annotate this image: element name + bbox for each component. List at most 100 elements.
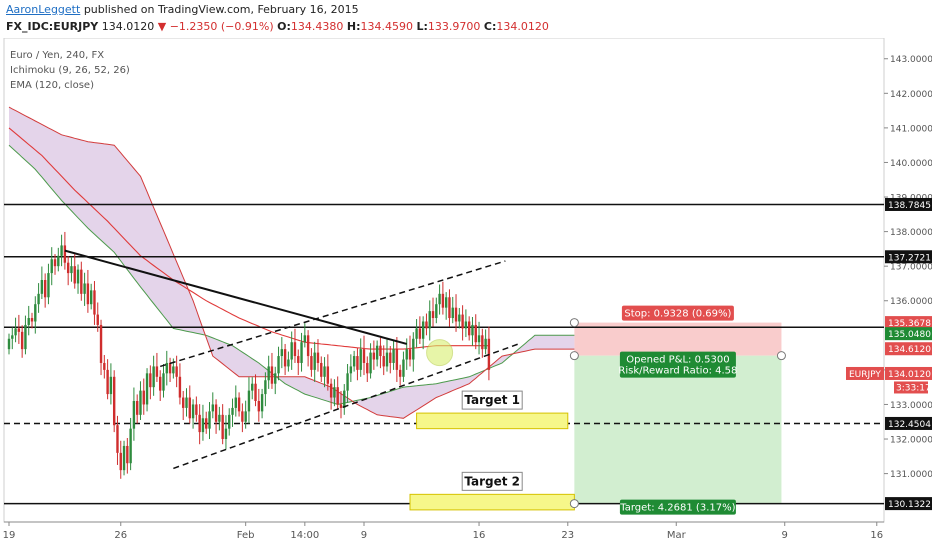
- stop-loss-zone[interactable]: [574, 322, 782, 356]
- position-handle[interactable]: [569, 318, 579, 328]
- candle-body: [359, 349, 362, 370]
- chart-title: Euro / Yen, 240, FX: [10, 50, 104, 61]
- senkou-span-a: [8, 144, 575, 406]
- author-link[interactable]: AaronLeggett: [6, 3, 81, 16]
- candle-body: [228, 414, 231, 429]
- target-label: Target 1: [464, 393, 520, 407]
- candle-body: [34, 304, 37, 322]
- candle-body: [293, 342, 297, 357]
- channel-upper-line[interactable]: [159, 260, 506, 368]
- target-zone-box[interactable]: [416, 412, 569, 430]
- candle-body: [280, 349, 284, 357]
- candle-body: [356, 356, 359, 370]
- target-label-box: [619, 499, 736, 515]
- candle-body: [362, 349, 366, 363]
- close-label: C:: [483, 20, 497, 33]
- price-tag: [885, 366, 932, 380]
- candle-body: [339, 404, 343, 408]
- candle-body: [43, 280, 47, 298]
- candle-body: [142, 390, 145, 405]
- candle-body: [27, 318, 30, 325]
- candle-body: [60, 245, 63, 256]
- x-tick-label: 19: [3, 530, 16, 541]
- candle-body: [218, 414, 221, 422]
- open-label: O:: [277, 20, 291, 33]
- candle-body: [37, 293, 40, 305]
- x-tick-label: Feb: [237, 530, 255, 541]
- ichimoku-cloud: [8, 106, 575, 419]
- candle-body: [366, 362, 369, 374]
- open-value: 134.4380: [290, 20, 344, 33]
- candle-body: [30, 318, 34, 322]
- drawings[interactable]: [64, 249, 519, 470]
- candle-body: [155, 366, 159, 377]
- channel-lower-line[interactable]: [173, 343, 519, 470]
- x-tick-label: 16: [870, 530, 883, 541]
- level-price-label: 137.2721: [888, 253, 931, 263]
- candle-body: [346, 373, 349, 391]
- profit-zone[interactable]: [574, 355, 782, 504]
- low-label: L:: [416, 20, 428, 33]
- y-tick-label: 132.0000: [890, 436, 932, 446]
- candle-body: [431, 311, 435, 319]
- countdown-label: 3:33:17: [896, 383, 931, 393]
- target-zone-box[interactable]: [409, 493, 575, 511]
- candle-body: [50, 259, 53, 274]
- candle-body: [369, 352, 372, 374]
- x-tick-label: 23: [561, 530, 574, 541]
- stop-label-box: [621, 305, 734, 321]
- candle-body: [106, 369, 109, 395]
- candle-body: [477, 335, 481, 343]
- candle-body: [175, 366, 178, 377]
- candle-body: [231, 407, 234, 415]
- price-tag: [885, 342, 932, 356]
- candle-body: [122, 445, 126, 471]
- level-price-tag: [885, 250, 932, 264]
- candle-body: [260, 394, 264, 412]
- candle-body: [310, 356, 313, 370]
- position-handle[interactable]: [569, 351, 579, 361]
- candle-body: [471, 324, 474, 336]
- candle-body: [145, 373, 149, 405]
- candle-body: [303, 335, 307, 343]
- candle-body: [244, 411, 247, 422]
- candle-body: [198, 414, 201, 433]
- low-value: 133.9700: [427, 20, 481, 33]
- candle-body: [274, 373, 277, 384]
- candle-body: [116, 425, 119, 453]
- symbol-name: FX_IDC:EURJPY: [6, 20, 99, 33]
- candle-body: [323, 366, 326, 377]
- candle-body: [172, 366, 175, 374]
- candle-body: [408, 349, 412, 360]
- candle-body: [461, 314, 464, 329]
- y-tick-label: 133.0000: [890, 401, 932, 411]
- breakout-highlight-circle[interactable]: [426, 339, 454, 367]
- candle-body: [237, 397, 241, 412]
- candle-body: [320, 362, 323, 377]
- candle-body: [254, 383, 257, 401]
- candle-body: [24, 324, 27, 350]
- position-handle[interactable]: [569, 499, 579, 509]
- candle-body: [224, 428, 228, 440]
- candle-body: [454, 307, 458, 322]
- y-tick-label: 136.0000: [890, 297, 932, 307]
- target-label: Target 2: [464, 474, 520, 488]
- candle-body: [76, 269, 80, 284]
- candle-body: [448, 297, 451, 319]
- candle-body: [159, 376, 162, 391]
- candle-body: [214, 404, 218, 422]
- senkou-span-b: [8, 106, 575, 419]
- x-tick-label: Mar: [667, 530, 687, 541]
- candle-body: [83, 283, 86, 294]
- level-price-label: 138.7845: [888, 201, 931, 211]
- level-price-tag: [885, 416, 932, 430]
- candle-body: [251, 383, 254, 391]
- price-tag-label: 134.0120: [888, 370, 931, 380]
- short-position-tool[interactable]: Stop: 0.9328 (0.69%) Opened P&L: 0.5300Ri…: [569, 305, 786, 515]
- candle-body: [208, 411, 211, 429]
- descending-trendline[interactable]: [64, 249, 407, 345]
- target-boxes[interactable]: Target 1 Target 2: [409, 390, 575, 511]
- position-handle[interactable]: [776, 351, 786, 361]
- candle-body: [165, 362, 168, 374]
- price-chart[interactable]: Target 1 Target 2 Stop: 0.9328 (0.69%) Ope…: [0, 38, 932, 550]
